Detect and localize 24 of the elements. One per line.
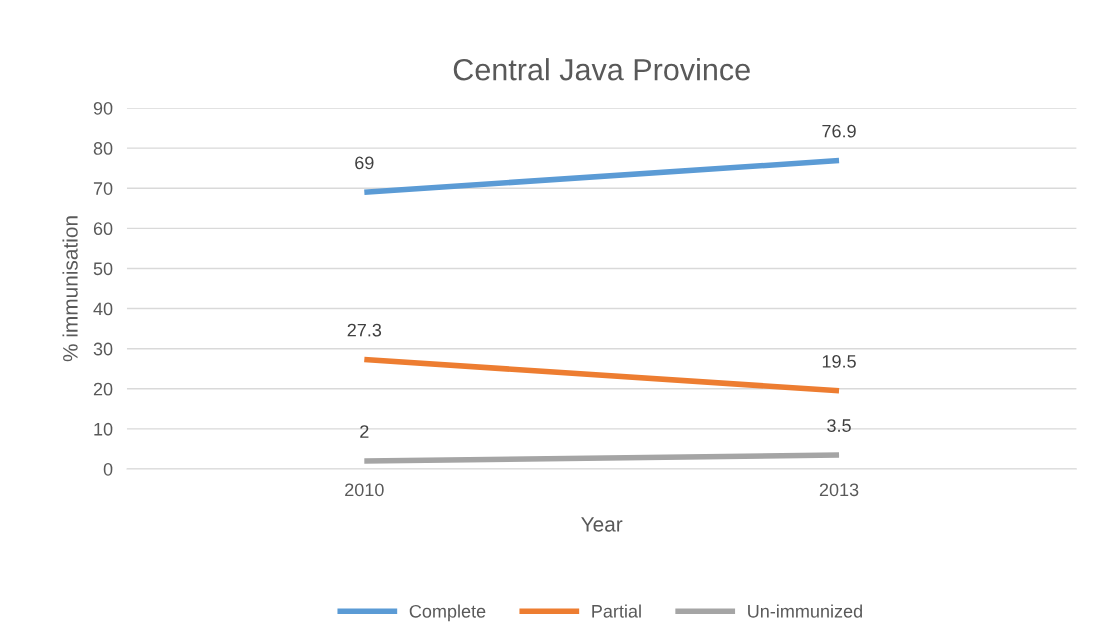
y-tick-label: 0: [103, 462, 113, 476]
chart-title: Central Java Province: [453, 58, 750, 81]
data-label: 27.3: [347, 323, 382, 337]
x-axis-title: Year: [581, 517, 623, 532]
y-tick-label: 30: [93, 342, 113, 356]
legend-label: Partial: [592, 604, 641, 618]
legend-label: Complete: [409, 604, 486, 622]
y-tick-label: 40: [93, 302, 113, 316]
data-label: 19.5: [822, 355, 856, 368]
y-tick-label: 10: [94, 422, 113, 436]
x-tick-label: 2013: [819, 483, 859, 497]
y-tick-label: 90: [93, 101, 113, 115]
data-label: 69: [355, 156, 374, 170]
data-label: 3.5: [827, 419, 851, 432]
y-tick-label: 80: [93, 142, 113, 155]
y-tick-label: 20: [93, 382, 113, 396]
data-label: 76.9: [822, 124, 856, 138]
y-axis-title: % immunisation: [62, 216, 78, 362]
y-tick-label: 70: [93, 182, 113, 195]
x-tick-label: 2010: [345, 483, 384, 497]
y-tick-label: 50: [93, 262, 113, 276]
legend-label: Un-immunized: [748, 604, 862, 618]
y-tick-label: 60: [93, 222, 113, 236]
data-label: 2: [360, 425, 369, 438]
